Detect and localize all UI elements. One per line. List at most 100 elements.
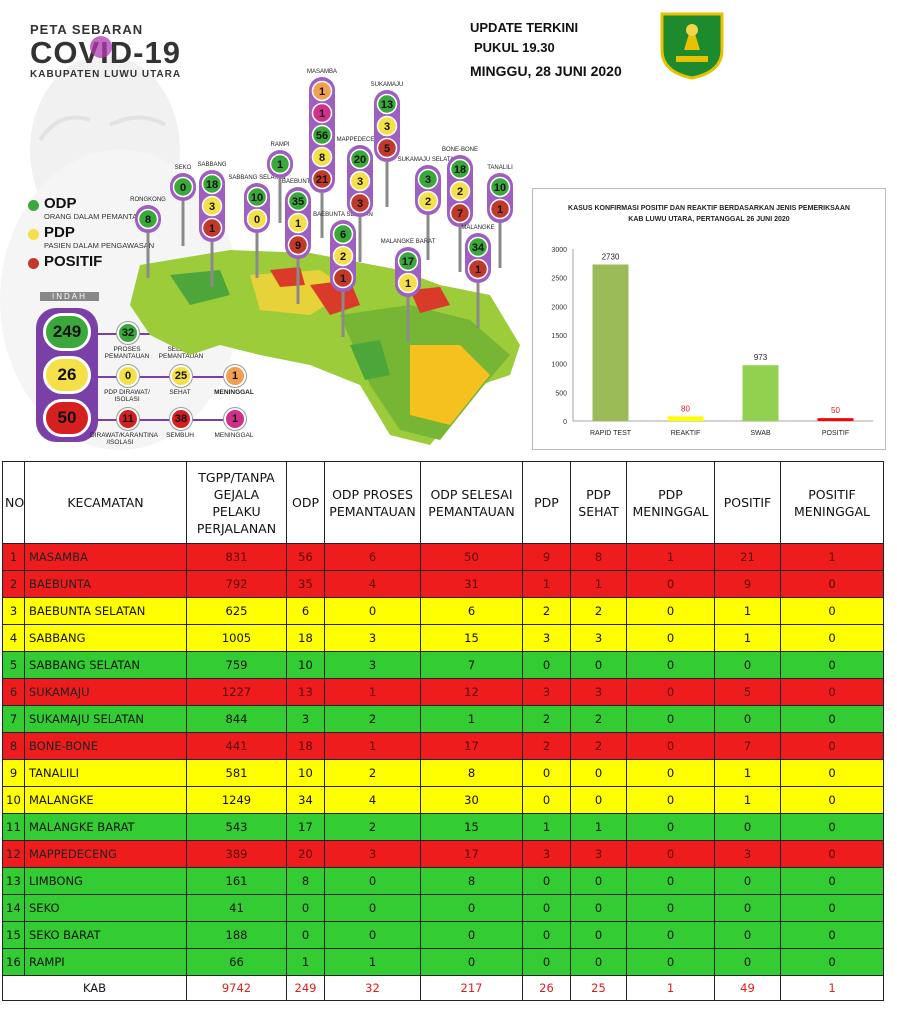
pin-value: 35 [292, 196, 304, 208]
table-cell: 1 [324, 732, 421, 760]
pin-value-circle [332, 267, 354, 289]
table-cell: 34 [286, 786, 325, 814]
y-tick-label: 2500 [551, 276, 567, 283]
table-cell: 0 [626, 921, 715, 949]
pin-value-circle [397, 250, 419, 272]
table-cell: 1 [522, 570, 571, 598]
table-cell: 0 [714, 894, 781, 922]
legend-positif: POSITIF [28, 254, 198, 270]
table-row: 12 MAPPEDECENG 389 20 3 17 3 3 0 3 0 [2, 840, 884, 868]
table-cell: 0 [626, 732, 715, 760]
district-name-cell: LIMBONG [24, 867, 187, 895]
table-cell: 3 [2, 597, 25, 625]
table-cell: 1227 [186, 678, 287, 706]
table-cell: 2 [570, 705, 627, 733]
table-cell: 6 [2, 678, 25, 706]
table-cell: 0 [522, 867, 571, 895]
y-tick-label: 3000 [551, 247, 567, 254]
pin-value-circle [449, 202, 471, 224]
pin-value-circle [246, 186, 268, 208]
table-cell: 0 [780, 786, 884, 814]
table-cell: 4 [324, 786, 421, 814]
table-cell: 0 [324, 921, 421, 949]
table-cell: 0 [626, 948, 715, 976]
y-tick-label: 0 [563, 419, 567, 426]
table-cell: 6 [420, 597, 523, 625]
table-cell: 0 [626, 597, 715, 625]
pin-label: MALANGKE [461, 225, 494, 231]
table-cell: 188 [186, 921, 287, 949]
legend: ODP ORANG DALAM PEMANTAUAN PDP PASIEN DA… [28, 196, 198, 274]
positif-dot-icon [28, 258, 39, 269]
column-header: NO [2, 461, 25, 544]
pin-label: SEKO [175, 165, 192, 171]
district-name-cell: MALANGKE BARAT [24, 813, 187, 841]
map-pin: RONGKONG 8 [130, 197, 166, 278]
pdp-dirawat-badge: 0 [117, 365, 139, 387]
table-cell: 0 [626, 867, 715, 895]
pin-value-circle [417, 190, 439, 212]
pin-value-circle [269, 153, 291, 175]
table-cell: 0 [780, 732, 884, 760]
table-cell: 0 [420, 921, 523, 949]
total-cell: 217 [420, 975, 523, 1001]
table-cell: 18 [286, 624, 325, 652]
pin-label: MASAMBA [307, 69, 337, 75]
table-cell: 1 [522, 813, 571, 841]
map-pin: SABBANG 18 3 1 [197, 162, 227, 287]
table-cell: 8 [570, 543, 627, 571]
pin-value-circle [311, 168, 333, 190]
pin-value-circle [376, 137, 398, 159]
table-cell: 0 [780, 948, 884, 976]
table-cell: 11 [2, 813, 25, 841]
pin-value-circle [137, 208, 159, 230]
table-cell: 1 [714, 786, 781, 814]
odp-dot-icon [28, 200, 39, 211]
pin-value-circle [287, 212, 309, 234]
district-name-cell: SABBANG [24, 624, 187, 652]
pdp-dirawat-label: PDP DIRAWAT/ ISOLASI [104, 389, 150, 403]
district-name-cell: SUKAMAJU [24, 678, 187, 706]
update-time: PUKUL 19.30 [474, 40, 555, 55]
pin-value: 34 [472, 242, 485, 254]
bar [592, 264, 629, 421]
total-row: KAB 9742 249 32 217 26 25 1 49 1 [2, 975, 884, 1001]
map-pin: BAEBUNTA 35 1 9 [282, 179, 314, 304]
district-name-cell: MASAMBA [24, 543, 187, 571]
table-cell: 625 [186, 597, 287, 625]
table-cell: 0 [522, 948, 571, 976]
pin-value-circle [397, 272, 419, 294]
table-cell: 0 [780, 624, 884, 652]
pin-value: 3 [357, 176, 363, 188]
table-cell: 0 [714, 651, 781, 679]
table-cell: 0 [714, 921, 781, 949]
pin-value: 1 [340, 273, 346, 285]
total-cell: 1 [780, 975, 884, 1001]
table-cell: 0 [714, 867, 781, 895]
pin-value: 8 [319, 152, 325, 164]
title-kabupaten: KABUPATEN LUWU UTARA [30, 69, 182, 80]
table-cell: 2 [570, 597, 627, 625]
table-cell: 0 [420, 948, 523, 976]
table-cell: 41 [186, 894, 287, 922]
table-cell: 1 [2, 543, 25, 571]
pin-value-circle [201, 195, 223, 217]
table-cell: 1 [780, 543, 884, 571]
table-cell: 3 [522, 678, 571, 706]
table-cell: 17 [420, 840, 523, 868]
test-results-chart: KASUS KONFIRMASI POSITIF DAN REAKTIF BER… [532, 188, 886, 450]
legend-pdp-title: PDP [44, 224, 75, 241]
table-cell: 14 [2, 894, 25, 922]
table-cell: 0 [626, 894, 715, 922]
table-cell: 0 [780, 597, 884, 625]
y-tick-label: 1000 [551, 362, 567, 369]
chart-subtitle: KAB LUWU UTARA, PERTANGGAL 26 JUNI 2020 [628, 216, 790, 223]
table-cell: 0 [522, 894, 571, 922]
pin-value-circle [349, 148, 371, 170]
table-cell: 5 [714, 678, 781, 706]
table-cell: 15 [2, 921, 25, 949]
column-header: KECAMATAN [24, 461, 187, 544]
table-cell: 5 [2, 651, 25, 679]
table-cell: 0 [324, 894, 421, 922]
table-cell: 0 [780, 705, 884, 733]
